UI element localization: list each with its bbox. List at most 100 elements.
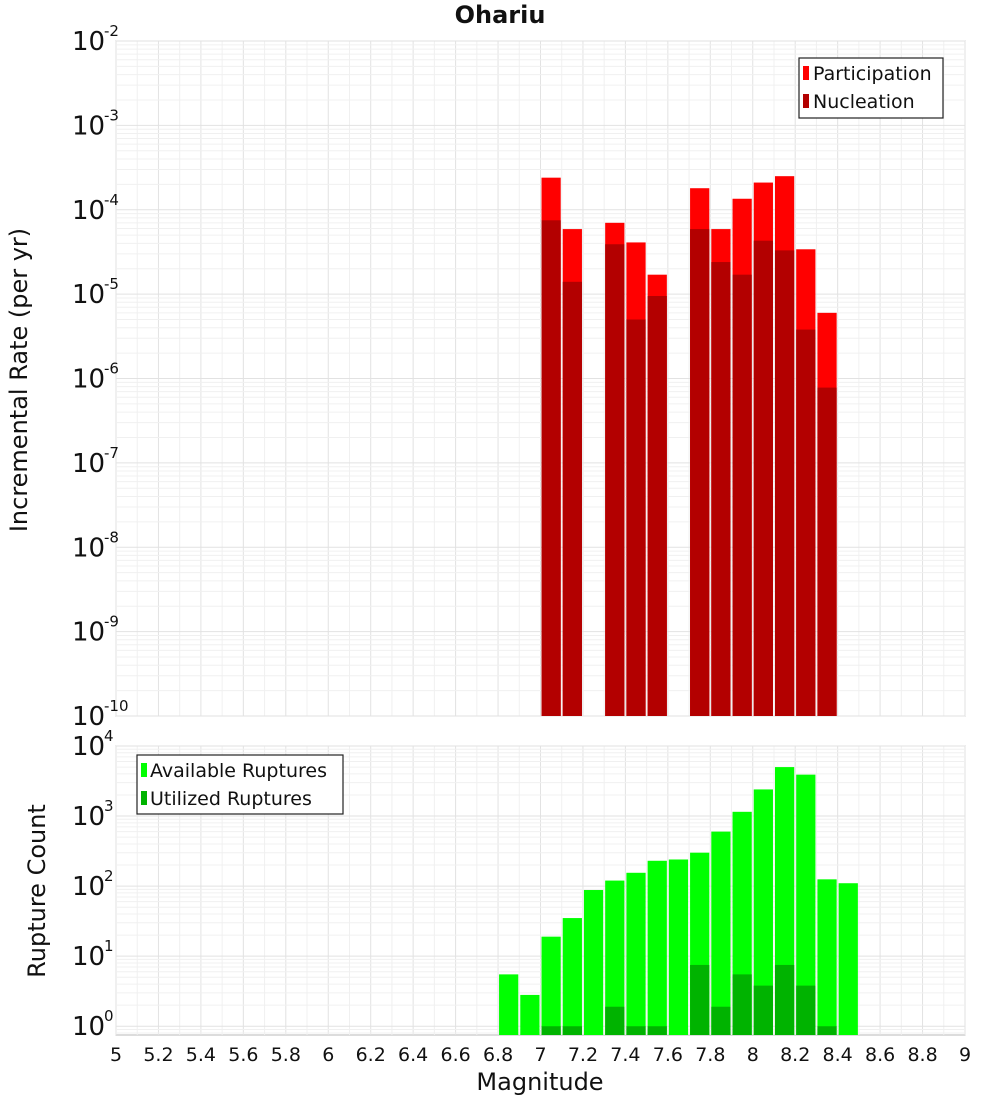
count-y-tick-base: 10	[72, 1012, 105, 1042]
utilized-ruptures-bar	[732, 974, 752, 1035]
nucleation-bar	[562, 281, 582, 716]
utilized-ruptures-bar	[711, 1006, 731, 1035]
rate-y-tick-base: 10	[72, 702, 105, 732]
legend-label-participation: Participation	[813, 63, 932, 85]
available-ruptures-bar	[541, 936, 561, 1035]
legend-label-available: Available Ruptures	[150, 760, 327, 782]
available-ruptures-bar	[647, 860, 667, 1035]
rate-y-tick-base: 10	[72, 533, 105, 563]
available-ruptures-bar	[711, 831, 731, 1035]
nucleation-bar	[626, 319, 646, 716]
rate-y-tick-exponent: -9	[104, 613, 119, 631]
rate-y-tick-base: 10	[72, 111, 105, 141]
count-y-tick-exponent: 0	[104, 1007, 114, 1025]
legend-swatch-nucleation	[803, 94, 809, 108]
available-ruptures-bar	[605, 880, 625, 1035]
x-tick-label: 6.2	[356, 1044, 386, 1066]
utilized-ruptures-bar	[626, 1026, 646, 1035]
x-tick-label: 5.8	[271, 1044, 301, 1066]
count-y-tick-base: 10	[72, 942, 105, 972]
x-tick-label: 6.4	[398, 1044, 428, 1066]
rate-y-tick-base: 10	[72, 449, 105, 479]
count-legend: Available Ruptures Utilized Ruptures	[136, 754, 344, 815]
rate-y-tick-exponent: -8	[104, 528, 119, 546]
x-tick-label: 8.8	[907, 1044, 937, 1066]
available-ruptures-bar	[499, 974, 519, 1035]
rate-y-tick-exponent: -5	[104, 275, 119, 293]
nucleation-bar	[796, 329, 816, 716]
rate-y-tick-exponent: -4	[104, 191, 119, 209]
x-tick-label: 8.2	[780, 1044, 810, 1066]
nucleation-bar	[605, 244, 625, 717]
x-tick-label: 9	[959, 1044, 971, 1066]
count-y-tick-exponent: 2	[104, 867, 114, 885]
count-y-tick-exponent: 4	[104, 727, 114, 745]
x-tick-label: 5.6	[228, 1044, 258, 1066]
count-legend-box	[136, 754, 344, 815]
rate-y-tick-exponent: -10	[104, 697, 129, 715]
x-tick-label: 8.6	[865, 1044, 895, 1066]
rate-plot-grid	[115, 40, 966, 717]
x-tick-label: 7.6	[653, 1044, 683, 1066]
x-tick-label: 6.8	[483, 1044, 513, 1066]
x-tick-label: 6	[322, 1044, 334, 1066]
utilized-ruptures-bar	[796, 985, 816, 1035]
available-ruptures-bar	[520, 994, 540, 1035]
nucleation-bar	[690, 229, 710, 717]
rate-legend: Participation Nucleation	[798, 57, 944, 119]
count-y-tick-exponent: 3	[104, 797, 114, 815]
nucleation-bar	[732, 274, 752, 716]
count-y-tick-base: 10	[72, 732, 105, 762]
utilized-ruptures-bars	[541, 964, 837, 1035]
rate-y-tick-exponent: -7	[104, 444, 119, 462]
x-tick-label: 7.8	[695, 1044, 725, 1066]
rate-y-tick-base: 10	[72, 27, 105, 57]
utilized-ruptures-bar	[605, 1006, 625, 1035]
legend-swatch-utilized	[141, 791, 147, 805]
chart-title: Ohariu	[455, 1, 546, 29]
x-tick-label: 8	[747, 1044, 759, 1066]
x-tick-label: 7.2	[568, 1044, 598, 1066]
available-ruptures-bar	[583, 890, 604, 1035]
x-tick-label: 7.4	[610, 1044, 640, 1066]
rate-y-tick-base: 10	[72, 618, 105, 648]
available-ruptures-bar	[838, 883, 858, 1035]
rate-y-tick-base: 10	[72, 196, 105, 226]
utilized-ruptures-bar	[774, 964, 795, 1035]
utilized-ruptures-bar	[817, 1026, 837, 1035]
available-ruptures-bar	[753, 789, 773, 1035]
magnitude-x-tick-labels: 5 5.2 5.4 5.6 5.8 6 6.2 6.4 6.6 6.8 7 7.2 7.4 7.6 7.8 8…	[110, 1044, 971, 1066]
rate-y-tick-exponent: -3	[104, 106, 119, 124]
count-y-axis-title: Rupture Count	[23, 804, 51, 978]
utilized-ruptures-bar	[562, 1026, 582, 1035]
count-y-tick-base: 10	[72, 872, 105, 902]
rate-y-tick-base: 10	[72, 280, 105, 310]
rate-y-tick-exponent: -2	[104, 22, 119, 40]
available-ruptures-bar	[562, 918, 582, 1035]
utilized-ruptures-bar	[541, 1026, 561, 1035]
legend-swatch-available	[141, 763, 147, 777]
count-plot-grid	[115, 745, 966, 1035]
x-tick-label: 5.2	[143, 1044, 173, 1066]
utilized-ruptures-bar	[690, 964, 710, 1035]
x-axis-title: Magnitude	[476, 1068, 603, 1096]
nucleation-bar	[541, 220, 561, 717]
available-ruptures-bar	[668, 859, 689, 1035]
rate-y-tick-base: 10	[72, 365, 105, 395]
x-tick-label: 5	[110, 1044, 122, 1066]
nucleation-bars	[541, 220, 837, 717]
utilized-ruptures-bar	[753, 985, 773, 1035]
count-y-tick-exponent: 1	[104, 937, 114, 955]
available-ruptures-bar	[796, 774, 816, 1035]
nucleation-bar	[711, 262, 731, 716]
available-ruptures-bar	[626, 872, 646, 1035]
utilized-ruptures-bar	[647, 1026, 667, 1035]
x-tick-label: 8.4	[823, 1044, 853, 1066]
available-ruptures-bar	[817, 879, 837, 1035]
rate-y-axis-title: Incremental Rate (per yr)	[5, 228, 33, 532]
rate-legend-box	[798, 57, 944, 119]
nucleation-bar	[753, 240, 773, 717]
